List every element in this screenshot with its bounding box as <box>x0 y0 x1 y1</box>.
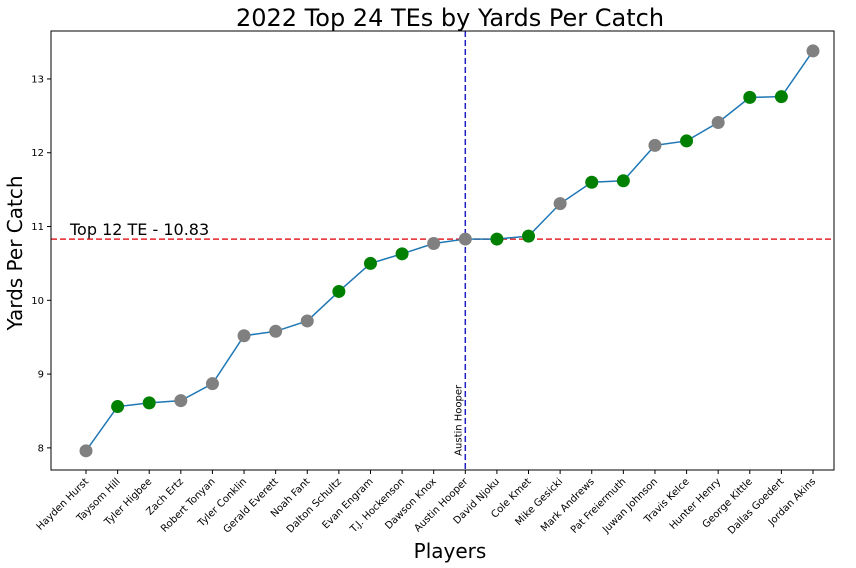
x-tick-label: Robert Tonyan <box>159 476 217 534</box>
data-point <box>806 44 820 58</box>
data-point <box>585 175 599 189</box>
data-point <box>458 232 472 246</box>
y-tick-label: 12 <box>31 148 44 159</box>
hline-label: Top 12 TE - 10.83 <box>69 220 209 239</box>
series-line <box>85 50 814 452</box>
data-point <box>553 197 567 211</box>
data-point <box>774 90 788 104</box>
data-point <box>363 256 377 270</box>
y-axis-label: Yards Per Catch <box>3 175 27 331</box>
data-point <box>680 134 694 148</box>
data-point <box>142 396 156 410</box>
y-tick-label: 8 <box>38 443 44 454</box>
data-point <box>711 115 725 129</box>
data-point <box>237 329 251 343</box>
x-tick-label: Juwan Johnson <box>600 476 660 536</box>
x-tick-label: Gerald Everett <box>222 476 281 535</box>
vline-label: Austin Hooper <box>453 384 464 456</box>
data-point <box>427 236 441 250</box>
data-point <box>395 247 409 261</box>
data-point <box>616 174 630 188</box>
x-tick-label: Pat Freiermuth <box>569 476 628 535</box>
data-point <box>300 314 314 328</box>
x-tick-label: Hayden Hurst <box>35 476 91 532</box>
data-point <box>332 284 346 298</box>
data-point <box>79 444 93 458</box>
data-point <box>205 377 219 391</box>
x-axis-label: Players <box>414 539 487 563</box>
y-tick-label: 10 <box>31 296 44 307</box>
data-point <box>269 324 283 338</box>
data-point <box>111 400 125 414</box>
x-tick-label: Austin Hooper <box>412 476 471 535</box>
data-point <box>743 90 757 104</box>
y-tick-label: 13 <box>31 74 44 85</box>
x-tick-label: T.J. Hockenson <box>348 476 407 535</box>
plot-frame <box>50 30 835 471</box>
data-point <box>648 138 662 152</box>
data-point <box>490 232 504 246</box>
data-point <box>174 394 188 408</box>
y-tick-label: 9 <box>38 370 44 381</box>
x-tick-label: Dalton Schultz <box>285 476 344 535</box>
data-point <box>522 229 536 243</box>
x-tick-label: Dallas Goedert <box>726 476 786 536</box>
chart-title: 2022 Top 24 TEs by Yards Per Catch <box>236 4 664 32</box>
y-tick-label: 11 <box>31 222 44 233</box>
